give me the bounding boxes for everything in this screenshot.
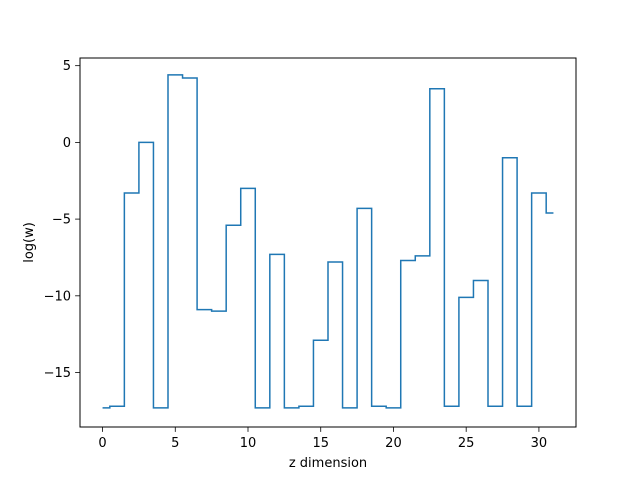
x-tick-label: 30 bbox=[531, 436, 548, 451]
x-tick-label: 20 bbox=[385, 436, 402, 451]
x-tick-label: 0 bbox=[98, 436, 106, 451]
y-tick-label: 5 bbox=[63, 59, 71, 74]
y-tick-label: −5 bbox=[52, 213, 71, 228]
x-axis: 0 5 10 15 20 25 30 bbox=[98, 427, 547, 451]
x-tick-label: 5 bbox=[171, 436, 179, 451]
y-axis-label: log(w) bbox=[22, 222, 37, 263]
y-tick-label: 0 bbox=[63, 136, 71, 151]
x-tick-label: 25 bbox=[458, 436, 475, 451]
plot-area bbox=[102, 74, 554, 409]
y-axis: −15 −10 −5 0 5 bbox=[44, 59, 80, 381]
axes-frame bbox=[79, 57, 577, 428]
y-tick-label: −15 bbox=[44, 366, 71, 381]
x-tick-label: 10 bbox=[240, 436, 257, 451]
series-line-0 bbox=[102, 74, 554, 409]
x-axis-label: z dimension bbox=[289, 456, 367, 471]
x-tick-label: 15 bbox=[312, 436, 329, 451]
y-tick-label: −10 bbox=[44, 289, 71, 304]
